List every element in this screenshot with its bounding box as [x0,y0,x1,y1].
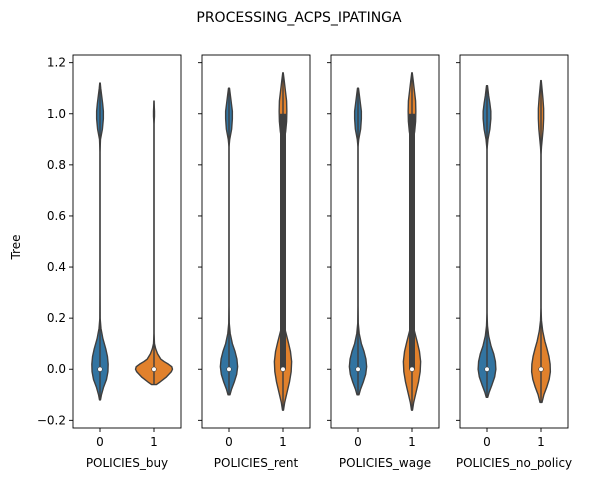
violin-median-2-1 [409,366,415,372]
x-tick-label-2-1: 1 [408,435,416,449]
panel-3: 0 1 POLICIES_no_policy [456,54,572,470]
violin-median-1-0 [226,366,232,372]
y-tick-label-1: 0.0 [47,362,66,376]
panel-2: 0 1 POLICIES_wage [327,54,440,470]
panel-1: 0 1 POLICIES_rent [198,54,311,470]
violin-median-3-0 [484,366,490,372]
panel-frame-1 [201,54,311,429]
x-tick-label-3-0: 0 [483,435,491,449]
violin-iqr-2-1 [409,113,415,370]
violin-median-1-1 [280,366,286,372]
violin-iqr-1-1 [280,113,286,370]
x-axis-label-0: POLICIES_buy [86,456,168,470]
violin-median-3-1 [538,366,544,372]
violin-median-0-1 [151,366,157,372]
y-tick-label-7: 1.2 [47,56,66,70]
figure-title: PROCESSING_ACPS_IPATINGA [196,10,402,26]
x-tick-label-2-0: 0 [354,435,362,449]
x-tick-label-0-0: 0 [96,435,104,449]
panel-frame-0 [72,54,182,429]
x-tick-label-0-1: 1 [150,435,158,449]
y-axis-label: Tree [9,234,23,260]
panels-group: −0.2 0.0 0.2 0.4 0.6 0.8 1.0 1.2 0 1 POLICIES_buy 0… [37,54,572,470]
violin-median-0-0 [97,366,103,372]
x-tick-label-1-1: 1 [279,435,287,449]
y-tick-label-0: −0.2 [37,413,66,427]
x-axis-label-1: POLICIES_rent [214,456,299,470]
violin-median-2-0 [355,366,361,372]
y-tick-label-3: 0.4 [47,260,66,274]
y-tick-label-4: 0.6 [47,209,66,223]
y-tick-label-5: 0.8 [47,158,66,172]
x-axis-label-2: POLICIES_wage [339,456,431,470]
y-tick-label-2: 0.2 [47,311,66,325]
panel-frame-2 [330,54,440,429]
panel-0: −0.2 0.0 0.2 0.4 0.6 0.8 1.0 1.2 0 1 POLICIES_buy [37,54,182,470]
y-tick-label-6: 1.0 [47,107,66,121]
x-tick-label-3-1: 1 [537,435,545,449]
x-tick-label-1-0: 0 [225,435,233,449]
panel-frame-3 [459,54,569,429]
x-axis-label-3: POLICIES_no_policy [456,456,572,470]
